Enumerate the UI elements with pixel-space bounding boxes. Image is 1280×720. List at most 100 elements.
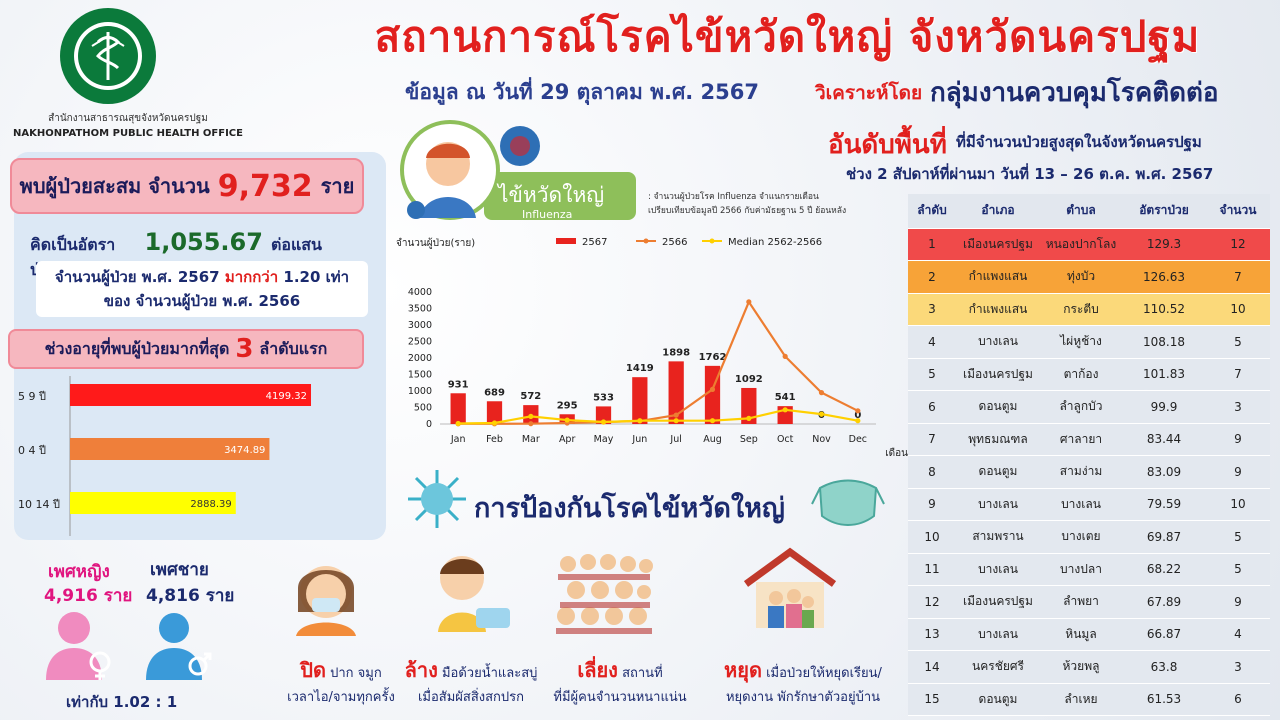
table-cell: ดอนตูม — [956, 455, 1040, 489]
virus-icon — [408, 470, 466, 528]
series-point — [855, 408, 861, 414]
y-tick-label: 2000 — [408, 353, 432, 364]
series-point — [564, 417, 570, 423]
table-cell: 101.83 — [1122, 358, 1206, 391]
compare-part-b: มากกว่า — [224, 268, 279, 286]
x-tick-label: Jun — [631, 434, 647, 445]
data-date: ข้อมูล ณ วันที่ 29 ตุลาคม พ.ศ. 2567 — [405, 80, 760, 104]
series-point — [600, 419, 607, 425]
table-cell: 126.63 — [1122, 260, 1206, 294]
table-cell: สามพราน — [956, 520, 1040, 554]
age-bar-value-label: 2888.39 — [190, 499, 231, 510]
table-row: 12 เมืองนครปฐม ลำพยา 67.89 9 — [908, 585, 1270, 619]
table-cell: 3 — [1206, 650, 1270, 684]
table-cell: 5 — [1206, 520, 1270, 554]
table-cell: 110.52 — [1122, 293, 1206, 326]
table-cell: 10 — [1206, 293, 1270, 326]
table-cell: กำแพงแสน — [956, 293, 1040, 326]
prevention-4-text2: หยุดงาน พักรักษาตัวอยู่บ้าน — [725, 690, 881, 705]
bar-2567 — [632, 377, 648, 424]
prevention-3-text2: ที่มีผู้คนจำนวนหนาแน่น — [553, 690, 687, 705]
bar-2567 — [741, 387, 757, 424]
table-cell: 1 — [908, 228, 956, 261]
table-row: 10 สามพราน บางเตย 69.87 5 — [908, 520, 1270, 554]
table-cell: 108.18 — [1122, 325, 1206, 359]
table-cell: สามง่าม — [1040, 455, 1122, 489]
table-cell: ลำเหย — [1040, 683, 1122, 716]
table-cell: 83.09 — [1122, 455, 1206, 489]
table-cell: 2 — [908, 260, 956, 294]
table-cell: 12 — [1206, 228, 1270, 261]
compare-line-2: ของ จำนวนผู้ป่วย พ.ศ. 2566 — [103, 292, 301, 310]
age-category-label: 10 14 ปี — [18, 498, 60, 511]
prevention-item-4: หยุด เมื่อป่วยให้หยุดเรียน/ หยุดงาน พักร… — [700, 658, 906, 710]
table-cell: กำแพงแสน — [956, 260, 1040, 294]
age-bar-value-label: 4199.32 — [266, 391, 307, 402]
y-tick-label: 4000 — [408, 287, 432, 298]
series-point — [673, 418, 679, 424]
table-cell: หินมูล — [1040, 618, 1122, 651]
col-subdistrict: ตำบล — [1040, 194, 1122, 229]
table-cell: 9 — [1206, 455, 1270, 489]
bar-2567 — [450, 393, 466, 424]
table-cell: 68.22 — [1122, 553, 1206, 586]
table-row: 15 ดอนตูม ลำเหย 61.53 6 — [908, 683, 1270, 716]
table-cell: ลำพยา — [1040, 585, 1122, 619]
table-cell: 79.59 — [1122, 488, 1206, 521]
x-tick-label: Feb — [486, 434, 503, 445]
x-tick-label: Nov — [812, 434, 831, 445]
series-point — [528, 421, 534, 427]
table-cell: 5 — [1206, 325, 1270, 359]
table-cell: 9 — [908, 488, 956, 521]
analyst-group: กลุ่มงานควบคุมโรคติดต่อ — [930, 78, 1219, 108]
x-tick-label: Oct — [777, 434, 794, 445]
y-tick-label: 3500 — [408, 304, 432, 315]
cumulative-unit: ราย — [320, 174, 355, 198]
ranking-title: อันดับพื้นที่ — [828, 130, 947, 160]
x-tick-label: Dec — [849, 434, 867, 445]
table-cell: 11 — [908, 553, 956, 586]
table-cell: นครชัยศรี — [956, 650, 1040, 684]
male-value: 4,816 ราย — [146, 586, 235, 606]
table-cell: 5 — [1206, 553, 1270, 586]
table-cell: 63.8 — [1122, 650, 1206, 684]
series-point — [637, 418, 643, 424]
prevention-1-text2: เวลาไอ/จามทุกครั้ง — [287, 690, 395, 705]
age-bar — [70, 492, 236, 514]
prevention-1-head: ปิด — [300, 658, 326, 682]
bar-value-label: 1898 — [662, 347, 690, 358]
badge-thai: ไข้หวัดใหญ่ — [496, 183, 604, 207]
table-cell: 13 — [908, 618, 956, 651]
table-row: 2 กำแพงแสน ทุ่งบัว 126.63 7 — [908, 260, 1270, 294]
series-point — [491, 420, 498, 426]
age-heading-number: 3 — [235, 334, 254, 364]
table-row: 1 เมืองนครปฐม หนองปากโลง 129.3 12 — [908, 228, 1270, 261]
table-cell: กระตีบ — [1040, 293, 1122, 326]
bar-2567 — [486, 401, 503, 424]
x-tick-label: Aug — [703, 434, 722, 445]
bar-value-label: 541 — [775, 392, 796, 403]
table-cell: บางเลน — [956, 553, 1040, 586]
series-point — [782, 353, 788, 359]
cumulative-value: 9,732 — [217, 168, 313, 204]
table-cell: 10 — [1206, 488, 1270, 521]
series-point — [709, 418, 716, 424]
col-district: อำเภอ — [956, 194, 1040, 229]
bar-value-label: 689 — [484, 387, 505, 398]
table-cell: หนองปากโลง — [1040, 228, 1122, 261]
table-row: 6 ดอนตูม ลำลูกบัว 99.9 3 — [908, 390, 1270, 424]
legend-label: 2567 — [582, 237, 607, 248]
ranking-header-row: ลำดับ อำเภอ ตำบล อัตราป่วย จำนวน — [908, 194, 1270, 229]
prevention-2-head: ล้าง — [404, 658, 438, 682]
table-cell: บางเลน — [956, 325, 1040, 359]
x-axis-label: เดือน — [885, 447, 908, 459]
x-tick-label: Sep — [740, 434, 758, 445]
age-bar — [70, 438, 270, 460]
age-category-label: 5 9 ปี — [18, 390, 46, 403]
page-title: สถานการณ์โรคไข้หวัดใหญ่ จังหวัดนครปฐม — [374, 12, 1201, 61]
age-bar — [70, 384, 312, 406]
cumulative-label: พบผู้ป่วยสะสม จำนวน — [19, 174, 210, 198]
table-cell: 9 — [1206, 585, 1270, 619]
crowd-illustration — [556, 554, 653, 634]
table-cell: เมืองนครปฐม — [956, 585, 1040, 619]
